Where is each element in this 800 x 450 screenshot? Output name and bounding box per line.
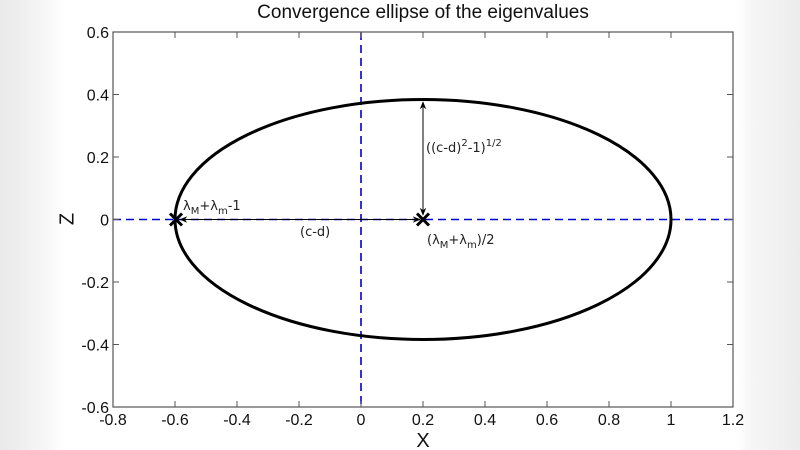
- y-tick-label: -0.4: [81, 338, 109, 355]
- y-axis-ticks: [113, 31, 733, 408]
- y-tick-label: 0.4: [87, 88, 109, 105]
- x-tick-label: -0.8: [99, 412, 127, 429]
- y-tick-label: 0: [100, 213, 109, 230]
- y-tick-label: 0.2: [87, 150, 109, 167]
- x-axis-tick-labels: -0.8 -0.6 -0.4 -0.2 0 0.2 0.4 0.6 0.8 1 1.2: [99, 412, 744, 429]
- annotation-c-d: (c-d): [300, 225, 330, 240]
- x-tick-label: 1: [667, 412, 676, 429]
- x-axis-ticks: [112, 32, 734, 407]
- annotation-left-vertex: λM+λm-1: [183, 199, 241, 217]
- marker-left-vertex: [168, 212, 184, 227]
- chart-title: Convergence ellipse of the eigenvalues: [257, 2, 589, 23]
- x-tick-label: 0.4: [474, 412, 496, 429]
- x-tick-label: 1.2: [722, 412, 744, 429]
- x-tick-label: 0.8: [598, 412, 620, 429]
- x-tick-label: -0.6: [161, 412, 189, 429]
- y-tick-label: -0.2: [81, 275, 109, 292]
- y-tick-label: 0.6: [87, 25, 109, 42]
- x-tick-label: 0.6: [536, 412, 558, 429]
- annotation-semi-axis: ((c-d)2-1)1/2: [426, 138, 502, 156]
- x-tick-label: 0.2: [412, 412, 434, 429]
- x-tick-label: -0.4: [223, 412, 251, 429]
- y-tick-label: -0.6: [81, 400, 109, 417]
- annotation-center: (λM+λm)/2: [427, 233, 494, 251]
- marker-center: [415, 212, 431, 227]
- x-tick-label: 0: [357, 412, 366, 429]
- y-axis-tick-labels: 0.6 0.4 0.2 0 -0.2 -0.4 -0.6: [81, 25, 109, 417]
- x-axis-label: X: [416, 430, 429, 450]
- x-tick-label: -0.2: [285, 412, 313, 429]
- y-axis-label: Z: [56, 213, 78, 225]
